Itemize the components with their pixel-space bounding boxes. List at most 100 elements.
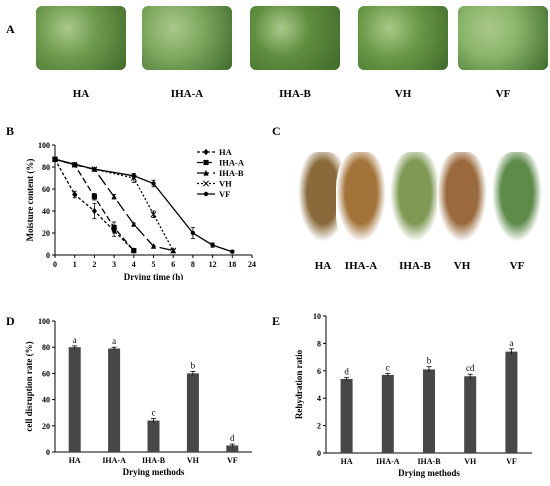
- data-point: [131, 221, 137, 227]
- data-point: [170, 247, 177, 254]
- y-tick-label: 40: [42, 207, 50, 216]
- x-tick-label: 8: [191, 260, 195, 269]
- x-tick-label: VH: [464, 457, 477, 466]
- data-point: [92, 167, 97, 172]
- x-tick-label: HA: [341, 457, 353, 466]
- data-point: [203, 191, 209, 197]
- y-tick-label: 6: [317, 367, 321, 376]
- cell-disruption-bar-chart: 0 20 40 60 80 100 a HA a IHA-A c IHA-B b VH d VF Drying …: [24, 317, 252, 477]
- x-tick-label: 1: [73, 260, 77, 269]
- photo-c-iha-a: [336, 152, 386, 242]
- x-tick-label: 4: [132, 260, 136, 269]
- y-tick-label: 100: [38, 141, 50, 150]
- data-point: [91, 194, 97, 200]
- series-vf: [52, 157, 235, 254]
- bar-iha-b: [423, 369, 435, 453]
- series-vh: [52, 156, 177, 254]
- x-tick-label: IHA-B: [142, 456, 166, 465]
- photo-a-iha-a: [142, 6, 232, 70]
- x-axis-label: Drying methods: [398, 468, 460, 478]
- bar-vf: [226, 445, 239, 452]
- y-tick-label: 100: [38, 317, 50, 326]
- x-axis-label: Drying methods: [123, 467, 185, 477]
- photo-label-a-vf: VF: [495, 88, 511, 100]
- photo-label-c-vf: VF: [509, 260, 525, 272]
- bar-iha-a: [108, 348, 121, 452]
- data-point: [131, 173, 136, 178]
- photo-a-ha: [36, 6, 126, 70]
- x-tick-label: IHA-A: [376, 457, 400, 466]
- x-tick-label: VH: [187, 456, 200, 465]
- photo-a-vh: [358, 6, 448, 70]
- rehydration-bar-chart: 0 2 4 6 8 10 d HA c IHA-A b IHA-B cd VH a VF Drying meth…: [294, 312, 532, 478]
- photo-label-c-iha-a: IHA-A: [344, 260, 378, 272]
- data-point: [203, 169, 209, 176]
- bar-ha: [68, 347, 81, 452]
- bar-vf: [505, 351, 518, 453]
- bar-ha: [340, 379, 353, 453]
- x-tick-label: 0: [53, 260, 57, 269]
- x-tick-label: HA: [69, 456, 81, 465]
- y-axis-label: Rehydration ratio: [294, 349, 304, 419]
- y-tick-label: 0: [317, 449, 321, 458]
- photo-label-c-iha-b: IHA-B: [399, 260, 431, 272]
- x-tick-label: 3: [112, 260, 116, 269]
- x-tick-label: IHA-B: [417, 457, 441, 466]
- y-tick-label: 80: [42, 163, 50, 172]
- significance-letter: cd: [466, 363, 475, 373]
- y-tick-label: 8: [317, 339, 321, 348]
- x-tick-label: 6: [171, 260, 175, 269]
- x-tick-label: 12: [209, 260, 217, 269]
- x-tick-label: VF: [227, 456, 238, 465]
- x-tick-label: 5: [152, 260, 156, 269]
- significance-letter: d: [230, 433, 235, 443]
- y-tick-label: 20: [42, 422, 50, 431]
- y-tick-label: 4: [317, 394, 321, 403]
- data-point: [150, 243, 157, 249]
- panel-letter-a: A: [6, 22, 15, 36]
- data-point: [230, 249, 235, 254]
- bar-vh: [186, 373, 199, 452]
- significance-letter: c: [386, 363, 390, 373]
- x-tick-label: 24: [248, 260, 256, 269]
- x-tick-label: 2: [92, 260, 96, 269]
- data-point: [210, 242, 215, 248]
- y-tick-label: 80: [42, 343, 50, 352]
- legend-label-vh: VH: [219, 179, 232, 189]
- y-axis-label: Moisture content (%): [25, 159, 35, 242]
- legend-label-vf: VF: [219, 189, 230, 199]
- panel-letter-c: C: [272, 124, 281, 138]
- bar-vh: [464, 376, 477, 453]
- significance-letter: a: [73, 335, 77, 345]
- data-point: [203, 148, 209, 156]
- photo-c-vf: [492, 152, 542, 242]
- y-tick-label: 60: [42, 185, 50, 194]
- panel-letter-e: E: [272, 314, 281, 328]
- data-point: [131, 248, 137, 254]
- bar-iha-b: [147, 420, 160, 452]
- series-iha-b: [52, 156, 176, 254]
- x-tick-label: 18: [228, 260, 236, 269]
- data-point: [111, 224, 117, 231]
- data-point: [151, 181, 156, 186]
- significance-letter: a: [112, 336, 116, 346]
- panel-letter-d: D: [6, 314, 15, 328]
- photo-label-a-ha: HA: [72, 88, 90, 100]
- photo-a-iha-b: [250, 6, 340, 70]
- significance-letter: d: [344, 367, 349, 377]
- data-point: [52, 157, 58, 162]
- x-tick-label: IHA-A: [102, 456, 126, 465]
- y-tick-label: 40: [42, 396, 50, 405]
- data-point: [190, 230, 196, 236]
- y-axis-label: cell disruption rate (%): [24, 341, 34, 431]
- photo-label-c-ha: HA: [314, 260, 332, 272]
- x-axis-label: Drying time (h): [124, 272, 184, 280]
- legend-label-iha-a: IHA-A: [219, 158, 245, 168]
- photo-label-c-vh: VH: [453, 260, 471, 272]
- panel-letter-b: B: [6, 124, 15, 138]
- photo-label-a-iha-a: IHA-A: [170, 88, 204, 100]
- data-point: [111, 193, 117, 200]
- y-tick-label: 10: [313, 312, 321, 321]
- bar-iha-a: [381, 374, 394, 453]
